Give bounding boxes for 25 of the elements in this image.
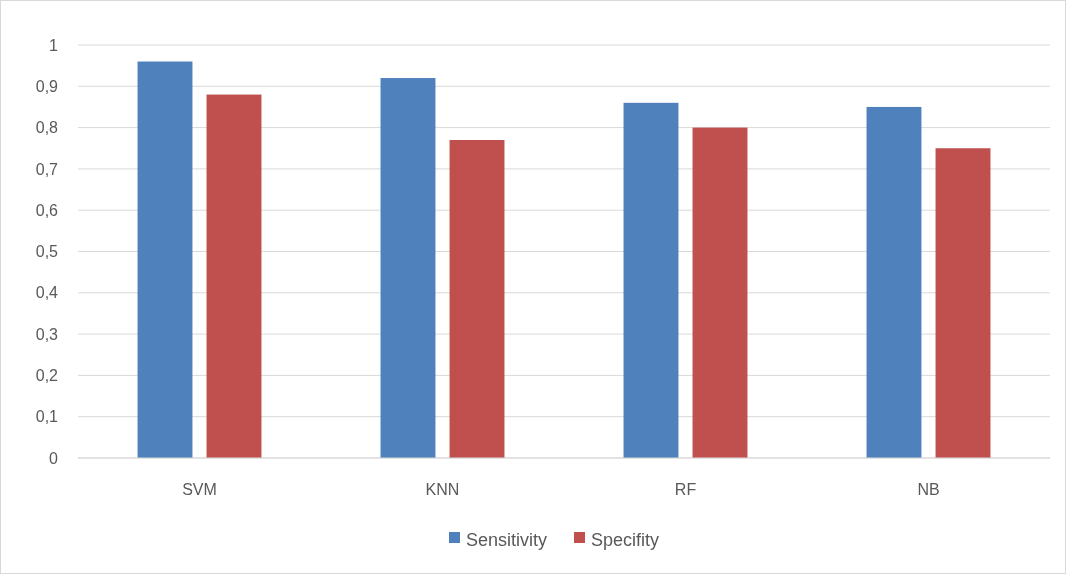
y-tick-label: 0,4 <box>35 284 59 302</box>
y-tick-label: 0,9 <box>35 77 59 95</box>
bar <box>692 127 748 458</box>
bar <box>623 102 679 458</box>
bar <box>380 78 436 458</box>
y-tick-label: 0,7 <box>35 160 59 178</box>
legend-label: Specifity <box>591 530 660 551</box>
y-tick-label: 0,6 <box>35 201 59 219</box>
y-tick-label: 0,8 <box>35 119 59 137</box>
bar <box>866 106 922 458</box>
bar <box>206 94 262 458</box>
x-tick-label: SVM <box>182 481 217 498</box>
y-tick-label: 0,2 <box>35 367 59 384</box>
x-tick-label: RF <box>674 481 697 498</box>
y-tick-label: 1 <box>49 36 59 54</box>
bar <box>137 61 193 458</box>
y-tick-label: 0 <box>49 449 59 467</box>
y-tick-label: 0,1 <box>35 408 59 426</box>
x-tick-label: KNN <box>425 481 460 498</box>
x-tick-label: NB <box>917 481 940 498</box>
y-tick-label: 0,5 <box>35 243 59 261</box>
legend-label: Sensitivity <box>466 530 548 551</box>
bar <box>449 139 505 458</box>
y-tick-label: 0,3 <box>35 325 59 343</box>
bar <box>935 148 991 458</box>
